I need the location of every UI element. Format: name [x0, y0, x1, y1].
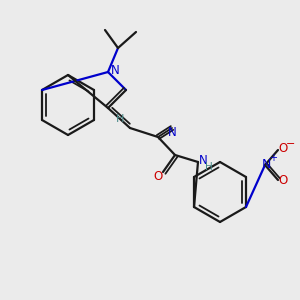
Text: H: H — [116, 114, 124, 124]
Text: N: N — [199, 154, 207, 166]
Text: N: N — [168, 127, 176, 140]
Text: H: H — [205, 162, 213, 172]
Text: O: O — [153, 169, 163, 182]
Text: N: N — [261, 158, 271, 170]
Text: O: O — [278, 142, 288, 155]
Text: O: O — [278, 175, 288, 188]
Text: +: + — [269, 153, 277, 163]
Text: −: − — [286, 139, 296, 149]
Text: N: N — [111, 64, 119, 77]
